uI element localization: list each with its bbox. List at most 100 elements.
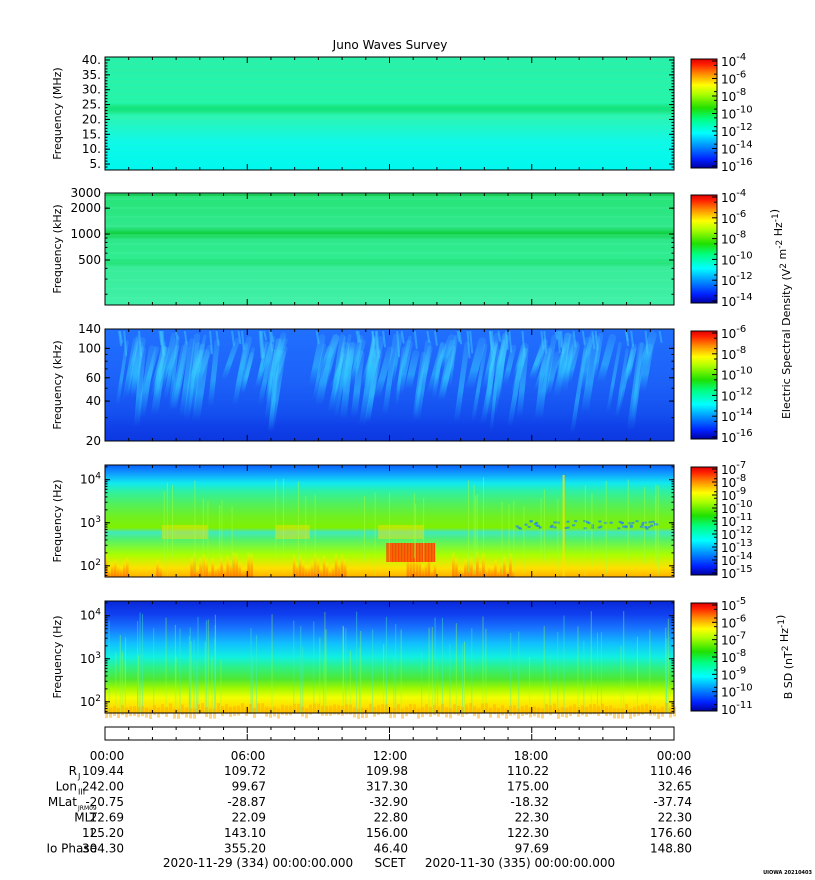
y-tick-label: 35. (82, 68, 101, 82)
colorbar-label: B SD (nT2 Hz-1) (774, 615, 795, 700)
colorbar-tick-label: 10-12 (721, 122, 753, 139)
colorbar-tick-label: 10-5 (721, 596, 746, 613)
spectrogram-texture-3 (115, 330, 663, 436)
colorbar-2: 10-4 10-6 10-8 10-10 10-12 10-14 Electric Spec… (690, 188, 793, 419)
ephemeris-value: 22.80 (374, 811, 408, 825)
ephemeris-value: 176.60 (650, 826, 692, 840)
y-tick-label: 20. (82, 112, 101, 126)
y-axis-label: Frequency (kHz) (51, 340, 64, 429)
y-tick-label: 25. (82, 98, 101, 112)
y-tick-label: 10. (82, 142, 101, 156)
time-label: 12:00 (373, 749, 408, 763)
time-ticks-3 (104, 329, 675, 441)
footer-credit: UIOWA 20210403 (763, 870, 812, 876)
y-axis-5: 102 103 104 Frequency (Hz) (51, 602, 674, 712)
spectrogram-texture-5 (105, 611, 676, 719)
colorbar-tick-label: 10-7 (721, 631, 746, 648)
ephemeris-value: 110.22 (507, 764, 549, 778)
colorbar-tick-label: 10-16 (721, 428, 753, 445)
colorbar-tick-label: 10-6 (721, 613, 746, 630)
ephemeris-row-label: Lon (56, 780, 77, 794)
colorbar-tick-label: 10-10 (721, 366, 753, 383)
panel-4: 102 103 104 Frequency (Hz) 10-710-810-910-10… (51, 460, 753, 581)
spectrogram-panel-2 (105, 193, 674, 305)
ephemeris-value: 22.30 (658, 811, 692, 825)
time-ticks-5 (104, 601, 675, 713)
y-tick-label: 5. (90, 157, 101, 171)
colorbar-4: 10-710-810-910-1010-1110-1210-1310-1410-… (690, 460, 753, 581)
y-tick-label: 140 (78, 322, 101, 336)
ephemeris-value: -28.87 (227, 795, 266, 809)
colorbar-tick-label: 10-6 (721, 70, 746, 87)
y-tick-label: 500 (78, 253, 101, 267)
ephemeris-value: 242.00 (82, 780, 124, 794)
colorbar-tick-label: 10-9 (721, 665, 746, 682)
y-tick-label: 20 (86, 434, 101, 448)
y-tick-label: 100 (78, 341, 101, 355)
colorbar-tick-label: 10-16 (721, 157, 753, 174)
colorbar-tick-label: 10-4 (721, 52, 746, 69)
y-axis-3: 20 40 60 100 140 Frequency (kHz) (51, 322, 674, 448)
y-tick-label: 103 (80, 651, 101, 666)
y-axis-label: Frequency (kHz) (51, 204, 64, 293)
colorbar-tick-label: 10-15 (721, 564, 753, 581)
colorbar-tick-label: 10-6 (721, 324, 746, 341)
colorbar-tick-label: 10-14 (721, 140, 753, 157)
colorbar-tick-label: 10-10 (721, 105, 753, 122)
y-axis-1: 5.10.15.20.25.30.35.40. Frequency (MHz) (51, 53, 674, 171)
y-tick-label: 40 (86, 394, 101, 408)
ephemeris-value: -20.75 (85, 795, 124, 809)
colorbar-tick-label: 10-12 (721, 386, 753, 403)
ephemeris-value: 109.98 (366, 764, 408, 778)
y-tick-label: 102 (80, 558, 101, 573)
y-tick-label: 102 (80, 694, 101, 709)
ephemeris-value: 143.10 (224, 826, 266, 840)
time-label: 06:00 (231, 749, 266, 763)
y-tick-label: 1000 (70, 227, 101, 241)
ephemeris-value: -37.74 (653, 795, 692, 809)
colorbar-tick-label: 10-8 (721, 230, 746, 247)
time-label: 00:00 (657, 749, 692, 763)
ephemeris-row-label: MLat (48, 795, 77, 809)
footer-end: 2020-11-30 (335) 00:00:00.000 (425, 856, 615, 870)
ephemeris-row-label: MLT (74, 811, 97, 825)
colorbar-3: 10-6 10-8 10-10 10-12 10-14 10-16 (690, 324, 753, 445)
y-tick-label: 30. (82, 83, 101, 97)
ephemeris-value: 46.40 (374, 842, 408, 856)
colorbar-tick-label: 10-8 (721, 87, 746, 104)
ephemeris-value: 22.09 (232, 811, 266, 825)
ephemeris-row-label: L (90, 826, 97, 840)
ephemeris-row-label: Io Phase (46, 842, 97, 856)
ephemeris-value: 110.46 (650, 764, 692, 778)
spectrogram-texture-1 (105, 60, 674, 170)
colorbar-tick-label: 10-6 (721, 209, 746, 226)
ephemeris-value: 317.30 (366, 780, 408, 794)
colorbar-tick-label: 10-14 (721, 292, 753, 309)
y-tick-label: 103 (80, 515, 101, 530)
ephemeris-value: 355.20 (224, 842, 266, 856)
y-tick-label: 40. (82, 53, 101, 67)
y-tick-label: 104 (80, 608, 101, 623)
ephemeris-value: 109.72 (224, 764, 266, 778)
ephemeris-value: 22.30 (515, 811, 549, 825)
y-tick-label: 3000 (70, 186, 101, 200)
spectrogram-texture-4 (105, 475, 659, 577)
time-axis (104, 726, 675, 741)
ephemeris-row-sublabel: JRM09 (77, 805, 97, 812)
panel-3: 20 40 60 100 140 Frequency (kHz) 10-6 10-8 10-10… (51, 322, 753, 448)
ephemeris-value: 97.69 (515, 842, 549, 856)
time-label: 18:00 (514, 749, 549, 763)
y-tick-label: 15. (82, 127, 101, 141)
ephemeris-value: 109.44 (82, 764, 124, 778)
colorbar-tick-label: 10-14 (721, 407, 753, 424)
y-tick-label: 104 (80, 472, 101, 487)
colorbar-label: Electric Spectral Density (V2 m-2 Hz-1) (768, 209, 793, 419)
footer-start: 2020-11-29 (334) 00:00:00.000 (163, 856, 353, 870)
y-axis-label: Frequency (Hz) (51, 480, 64, 563)
y-axis-label: Frequency (MHz) (51, 67, 64, 159)
ephemeris-row-sublabel: J (77, 772, 80, 781)
colorbar-tick-label: 10-10 (721, 250, 753, 267)
